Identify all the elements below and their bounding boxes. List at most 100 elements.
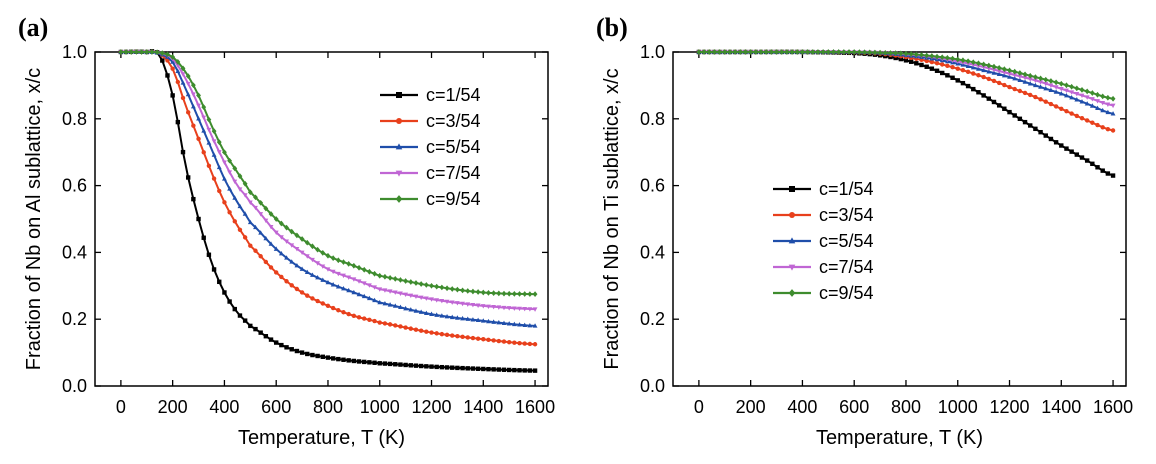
data-point bbox=[1027, 72, 1033, 79]
data-point bbox=[278, 250, 284, 256]
data-point bbox=[1069, 149, 1074, 154]
data-point bbox=[831, 49, 836, 55]
legend-swatch-marker bbox=[396, 118, 402, 124]
data-point bbox=[480, 304, 486, 309]
data-point bbox=[501, 339, 507, 344]
data-point bbox=[315, 246, 321, 253]
data-point bbox=[185, 73, 191, 79]
data-point bbox=[382, 288, 388, 293]
data-point bbox=[356, 359, 362, 364]
x-tick-label: 800 bbox=[313, 397, 343, 417]
data-point bbox=[330, 255, 336, 262]
data-point bbox=[201, 235, 206, 240]
data-point bbox=[367, 360, 372, 365]
data-point bbox=[366, 295, 372, 301]
legend-swatch-marker bbox=[788, 289, 796, 297]
data-point bbox=[511, 321, 517, 327]
x-tick-label: 1000 bbox=[938, 397, 978, 417]
data-point bbox=[1079, 87, 1085, 93]
data-point bbox=[1095, 91, 1100, 98]
data-point bbox=[1079, 99, 1085, 104]
legend-swatch-marker bbox=[395, 143, 403, 150]
data-point bbox=[1095, 105, 1100, 111]
data-point bbox=[1038, 97, 1043, 102]
data-point bbox=[1095, 165, 1100, 170]
data-point bbox=[1017, 88, 1023, 94]
data-point bbox=[450, 365, 455, 370]
data-point bbox=[929, 59, 935, 65]
data-point bbox=[1017, 77, 1023, 83]
data-point bbox=[527, 291, 533, 297]
data-point bbox=[232, 165, 238, 172]
data-point bbox=[429, 330, 434, 335]
data-point bbox=[434, 331, 439, 336]
data-point bbox=[517, 306, 522, 312]
data-point bbox=[294, 247, 300, 252]
data-point bbox=[486, 289, 491, 296]
data-point bbox=[180, 80, 186, 85]
data-point bbox=[960, 57, 966, 64]
data-point bbox=[1064, 82, 1069, 89]
data-point bbox=[517, 340, 522, 346]
data-point bbox=[501, 290, 507, 297]
data-point bbox=[955, 78, 960, 83]
data-point bbox=[970, 59, 976, 66]
data-point bbox=[361, 281, 367, 286]
data-point bbox=[1058, 80, 1064, 87]
data-point bbox=[1089, 90, 1095, 96]
data-point bbox=[139, 49, 145, 55]
data-point bbox=[960, 68, 966, 73]
data-point bbox=[934, 53, 940, 60]
data-point bbox=[893, 50, 899, 57]
data-point bbox=[289, 243, 295, 248]
data-point bbox=[1064, 88, 1069, 94]
data-point bbox=[284, 279, 289, 284]
data-point bbox=[491, 367, 496, 372]
data-point bbox=[206, 252, 212, 257]
data-point bbox=[454, 301, 460, 306]
data-point bbox=[351, 358, 357, 364]
data-point bbox=[356, 264, 362, 271]
data-point bbox=[1064, 108, 1069, 114]
data-point bbox=[418, 363, 424, 369]
data-point bbox=[242, 235, 248, 240]
x-tick-label: 400 bbox=[787, 397, 817, 417]
data-point bbox=[455, 334, 460, 339]
data-point bbox=[460, 287, 465, 294]
data-point bbox=[403, 325, 408, 330]
data-point bbox=[351, 289, 357, 295]
data-point bbox=[222, 200, 227, 205]
data-point bbox=[1027, 77, 1033, 82]
data-point bbox=[454, 286, 460, 293]
data-point bbox=[304, 239, 310, 246]
series-line bbox=[698, 50, 1114, 177]
data-point bbox=[465, 335, 470, 340]
data-point bbox=[862, 49, 867, 56]
data-point bbox=[185, 81, 191, 87]
data-point bbox=[1058, 91, 1064, 96]
data-point bbox=[211, 139, 217, 144]
data-point bbox=[170, 54, 176, 60]
data-point bbox=[424, 329, 429, 334]
data-point bbox=[913, 51, 919, 58]
data-point bbox=[986, 76, 992, 82]
legend-swatch-marker bbox=[789, 186, 795, 192]
data-point bbox=[393, 362, 398, 367]
data-point bbox=[273, 216, 279, 222]
data-point bbox=[1001, 66, 1007, 72]
data-point bbox=[196, 116, 201, 121]
data-point bbox=[1007, 74, 1012, 79]
data-point bbox=[232, 195, 238, 200]
data-point bbox=[346, 261, 352, 267]
data-point bbox=[1079, 116, 1085, 121]
data-point bbox=[1007, 84, 1012, 90]
y-axis-title: Fraction of Nb on Al sublattice, x/c bbox=[23, 68, 45, 370]
data-point bbox=[939, 54, 945, 61]
data-point bbox=[217, 188, 222, 194]
legend: c=1/54 c=3/54 c=5/54 c=7/54 c=9/54 bbox=[380, 85, 481, 209]
data-point bbox=[1058, 86, 1064, 92]
data-point bbox=[304, 269, 310, 275]
data-point bbox=[501, 320, 507, 325]
data-point bbox=[294, 262, 300, 268]
data-point bbox=[211, 176, 217, 181]
